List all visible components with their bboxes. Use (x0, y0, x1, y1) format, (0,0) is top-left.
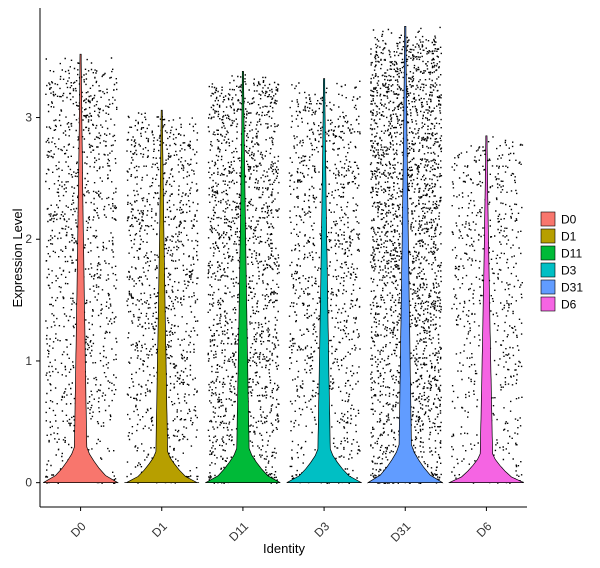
legend-label-d31: D31 (561, 281, 583, 295)
points-d6 (451, 136, 524, 484)
y-axis-title: Expression Level (10, 208, 25, 307)
x-ticks: D0 D1 D11 D3 D31 D6 (68, 507, 495, 545)
violin-d11 (205, 70, 281, 484)
jitter-points (45, 26, 524, 485)
legend-swatch-d3 (540, 262, 556, 278)
violin-d3 (286, 78, 362, 484)
legend-label-d1: D1 (561, 230, 577, 244)
legend-swatch-d1 (540, 228, 556, 244)
legend-label-d3: D3 (561, 264, 577, 278)
x-tick-label: D31 (388, 519, 414, 545)
violin-d1 (124, 109, 200, 484)
point-cloud-d11 (207, 72, 280, 484)
legend-label-d6: D6 (561, 298, 577, 312)
x-axis-title: Identity (263, 541, 305, 556)
legend-swatch-d11 (540, 245, 556, 261)
legend-swatch-d6 (540, 296, 556, 312)
y-tick-label: 0 (25, 476, 32, 490)
y-tick-label: 1 (25, 354, 32, 368)
axes (39, 8, 527, 508)
legend: D0 D1 D11 D3 D31 D6 (540, 211, 583, 312)
x-tick-label: D0 (68, 519, 89, 540)
x-tick-label: D1 (149, 519, 170, 540)
points-d1 (126, 112, 199, 484)
x-tick-label: D3 (311, 519, 332, 540)
legend-label-d11: D11 (561, 247, 582, 261)
x-tick-label: D6 (474, 519, 495, 540)
point-cloud-d6 (451, 136, 524, 484)
legend-swatch-d0 (540, 211, 556, 227)
violins (42, 25, 525, 484)
points-d11 (207, 72, 280, 484)
x-tick-label: D11 (226, 519, 251, 544)
y-ticks: 0 1 2 3 (25, 111, 40, 490)
point-cloud-d1 (126, 112, 199, 484)
violin-d0 (42, 53, 119, 484)
legend-swatch-d31 (540, 279, 556, 295)
legend-label-d0: D0 (561, 213, 577, 227)
y-tick-label: 2 (25, 232, 32, 246)
y-tick-label: 3 (25, 111, 32, 125)
violin-d31 (367, 25, 444, 484)
violin-d6 (448, 135, 525, 484)
